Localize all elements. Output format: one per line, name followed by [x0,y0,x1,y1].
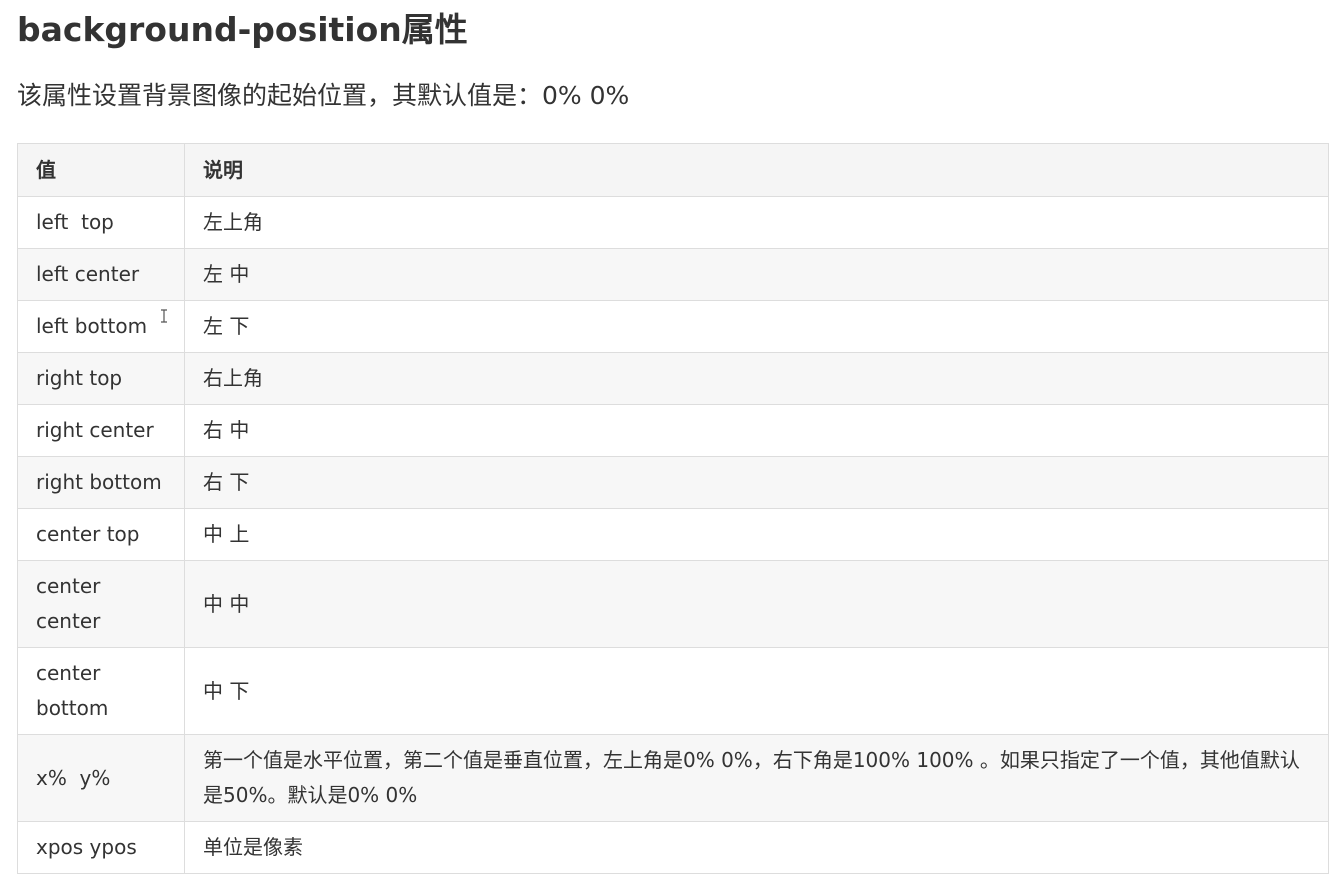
table-row: x% y% 第一个值是水平位置，第二个值是垂直位置，左上角是0% 0%，右下角是… [17,734,1329,822]
description-cell: 右上角 [184,352,1329,405]
table-row: left top 左上角 [17,196,1329,249]
value-cell: left bottom [17,300,185,353]
description-cell: 右 下 [184,456,1329,509]
property-values-table: 值 说明 left top 左上角 left center 左 中 left b… [17,143,1329,874]
table-row: center top 中 上 [17,508,1329,561]
description-cell: 左 中 [184,248,1329,301]
description-cell: 中 下 [184,647,1329,735]
value-cell: right center [17,404,185,457]
value-cell: left center [17,248,185,301]
description-cell: 中 上 [184,508,1329,561]
description-cell: 右 中 [184,404,1329,457]
column-header-description: 说明 [184,143,1329,197]
table-row: right center 右 中 [17,404,1329,457]
value-cell: center top [17,508,185,561]
table-row: xpos ypos 单位是像素 [17,821,1329,874]
table-header-row: 值 说明 [17,143,1329,197]
table-row: left center 左 中 [17,248,1329,301]
table-row: right top 右上角 [17,352,1329,405]
table-row: center bottom 中 下 [17,647,1329,735]
value-cell: center bottom [17,647,185,735]
description-cell: 单位是像素 [184,821,1329,874]
table-row: center center 中 中 [17,560,1329,648]
value-cell: center center [17,560,185,648]
description-cell: 中 中 [184,560,1329,648]
value-cell: right bottom [17,456,185,509]
text-cursor-icon [161,309,167,323]
description-cell: 左上角 [184,196,1329,249]
page-title: background-position属性 [17,10,468,49]
value-cell: x% y% [17,734,185,822]
intro-paragraph: 该属性设置背景图像的起始位置，其默认值是：0% 0% [17,81,630,110]
value-cell: right top [17,352,185,405]
column-header-value: 值 [17,143,185,197]
value-cell: left top [17,196,185,249]
description-cell: 左 下 [184,300,1329,353]
description-cell: 第一个值是水平位置，第二个值是垂直位置，左上角是0% 0%，右下角是100% 1… [184,734,1329,822]
table-row: right bottom 右 下 [17,456,1329,509]
table-row: left bottom 左 下 [17,300,1329,353]
value-cell: xpos ypos [17,821,185,874]
